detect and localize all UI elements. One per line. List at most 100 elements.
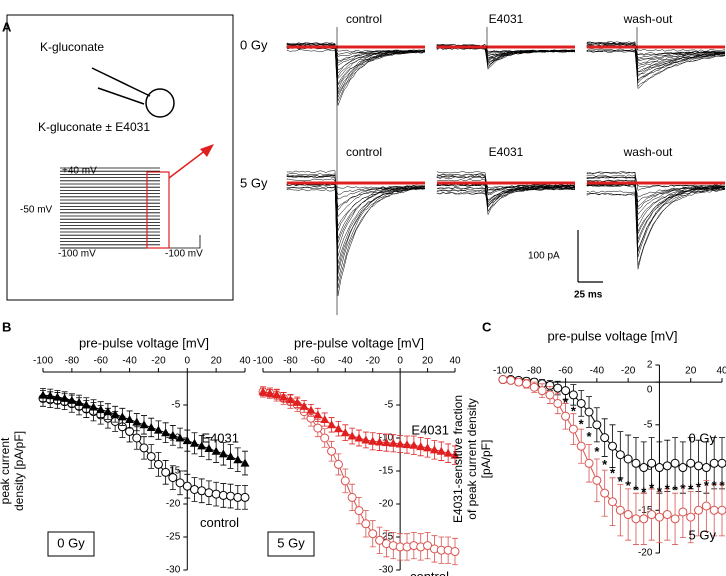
marker bbox=[592, 420, 602, 430]
series-line bbox=[262, 391, 456, 553]
marker bbox=[190, 438, 199, 447]
marker bbox=[678, 463, 688, 473]
significance-mark: * bbox=[587, 429, 593, 444]
x-tick-label: -80 bbox=[527, 366, 542, 377]
trace bbox=[586, 42, 726, 77]
marker bbox=[110, 409, 120, 418]
trace bbox=[436, 184, 576, 203]
marker bbox=[623, 510, 633, 520]
y-tick-label: -25 bbox=[166, 532, 181, 543]
marker bbox=[639, 463, 649, 473]
marker bbox=[52, 392, 62, 401]
protocol-step bbox=[60, 235, 201, 249]
trace bbox=[586, 44, 726, 72]
protocol-label: +40 mV bbox=[62, 166, 97, 177]
marker bbox=[204, 444, 214, 453]
marker bbox=[306, 405, 316, 414]
marker bbox=[204, 488, 214, 498]
trace bbox=[286, 174, 426, 218]
marker bbox=[96, 405, 106, 414]
marker bbox=[576, 441, 586, 451]
marker bbox=[327, 420, 337, 429]
x-tick-label: -100 bbox=[253, 356, 273, 367]
significance-mark: * bbox=[571, 403, 577, 418]
marker bbox=[175, 433, 185, 442]
marker bbox=[615, 505, 625, 515]
significance-mark: * bbox=[696, 479, 702, 494]
marker bbox=[647, 458, 657, 468]
significance-mark: * bbox=[626, 478, 632, 493]
marker bbox=[375, 437, 385, 446]
trace bbox=[586, 171, 726, 258]
x-tick-label: 20 bbox=[211, 356, 223, 367]
trace bbox=[286, 183, 426, 296]
trace bbox=[436, 46, 576, 62]
y-tick-label: -15 bbox=[638, 505, 653, 516]
trace bbox=[586, 184, 726, 270]
marker bbox=[153, 425, 163, 434]
protocol-label: -100 mV bbox=[58, 249, 96, 260]
y-tick-label: 2 bbox=[647, 360, 653, 371]
marker bbox=[592, 475, 602, 485]
row-label: 5 Gy bbox=[240, 175, 268, 190]
condition-label: control bbox=[346, 12, 382, 26]
marker bbox=[299, 401, 309, 410]
row-label: 0 Gy bbox=[240, 37, 268, 52]
x-tick-label: -40 bbox=[338, 356, 353, 367]
pipette bbox=[91, 67, 151, 97]
marker bbox=[182, 481, 192, 491]
marker bbox=[265, 388, 275, 397]
marker bbox=[139, 443, 149, 453]
marker bbox=[662, 461, 672, 471]
marker bbox=[211, 446, 221, 455]
marker bbox=[313, 423, 323, 433]
significance-mark: * bbox=[649, 480, 655, 495]
trace bbox=[436, 171, 576, 196]
trace bbox=[286, 44, 426, 98]
x-tick-label: 0 bbox=[397, 356, 403, 367]
marker bbox=[354, 506, 364, 516]
marker bbox=[313, 410, 323, 419]
marker bbox=[340, 428, 350, 437]
x-tick-label: -80 bbox=[283, 356, 298, 367]
condition-label: wash-out bbox=[623, 145, 673, 159]
y-tick-label: -30 bbox=[166, 565, 181, 576]
marker bbox=[686, 458, 696, 468]
marker bbox=[361, 519, 371, 529]
marker bbox=[285, 395, 295, 404]
marker bbox=[117, 412, 127, 421]
series-label: E4031 bbox=[411, 423, 449, 438]
protocol-label: -100 mV bbox=[165, 249, 203, 260]
trace bbox=[436, 187, 576, 213]
scale-label: 100 pA bbox=[528, 251, 560, 262]
significance-mark: * bbox=[579, 416, 585, 431]
significance-mark: * bbox=[688, 482, 694, 497]
bath-label: K-gluconate ± E4031 bbox=[38, 120, 150, 134]
y-tick-label: -30 bbox=[379, 565, 394, 576]
y-tick-label: -5 bbox=[384, 400, 393, 411]
condition-label: 0 Gy bbox=[57, 535, 85, 550]
marker bbox=[89, 402, 98, 411]
marker bbox=[701, 501, 711, 511]
marker bbox=[623, 454, 633, 464]
trace bbox=[586, 42, 726, 61]
marker bbox=[529, 382, 539, 392]
marker bbox=[545, 390, 555, 400]
marker bbox=[38, 390, 48, 399]
significance-mark: * bbox=[719, 478, 725, 493]
trace bbox=[286, 178, 426, 281]
significance-mark: * bbox=[594, 444, 600, 459]
significance-mark: * bbox=[602, 457, 608, 472]
x-tick-label: -20 bbox=[365, 356, 380, 367]
marker bbox=[584, 407, 594, 417]
marker bbox=[211, 489, 221, 499]
scale-label: 25 ms bbox=[574, 290, 603, 301]
marker bbox=[631, 458, 641, 468]
pipette bbox=[97, 87, 145, 105]
x-tick-label: -40 bbox=[122, 356, 137, 367]
significance-mark: * bbox=[618, 474, 624, 489]
marker bbox=[347, 492, 357, 502]
series-label: control bbox=[200, 515, 239, 530]
trace bbox=[286, 49, 426, 85]
marker bbox=[45, 391, 55, 400]
